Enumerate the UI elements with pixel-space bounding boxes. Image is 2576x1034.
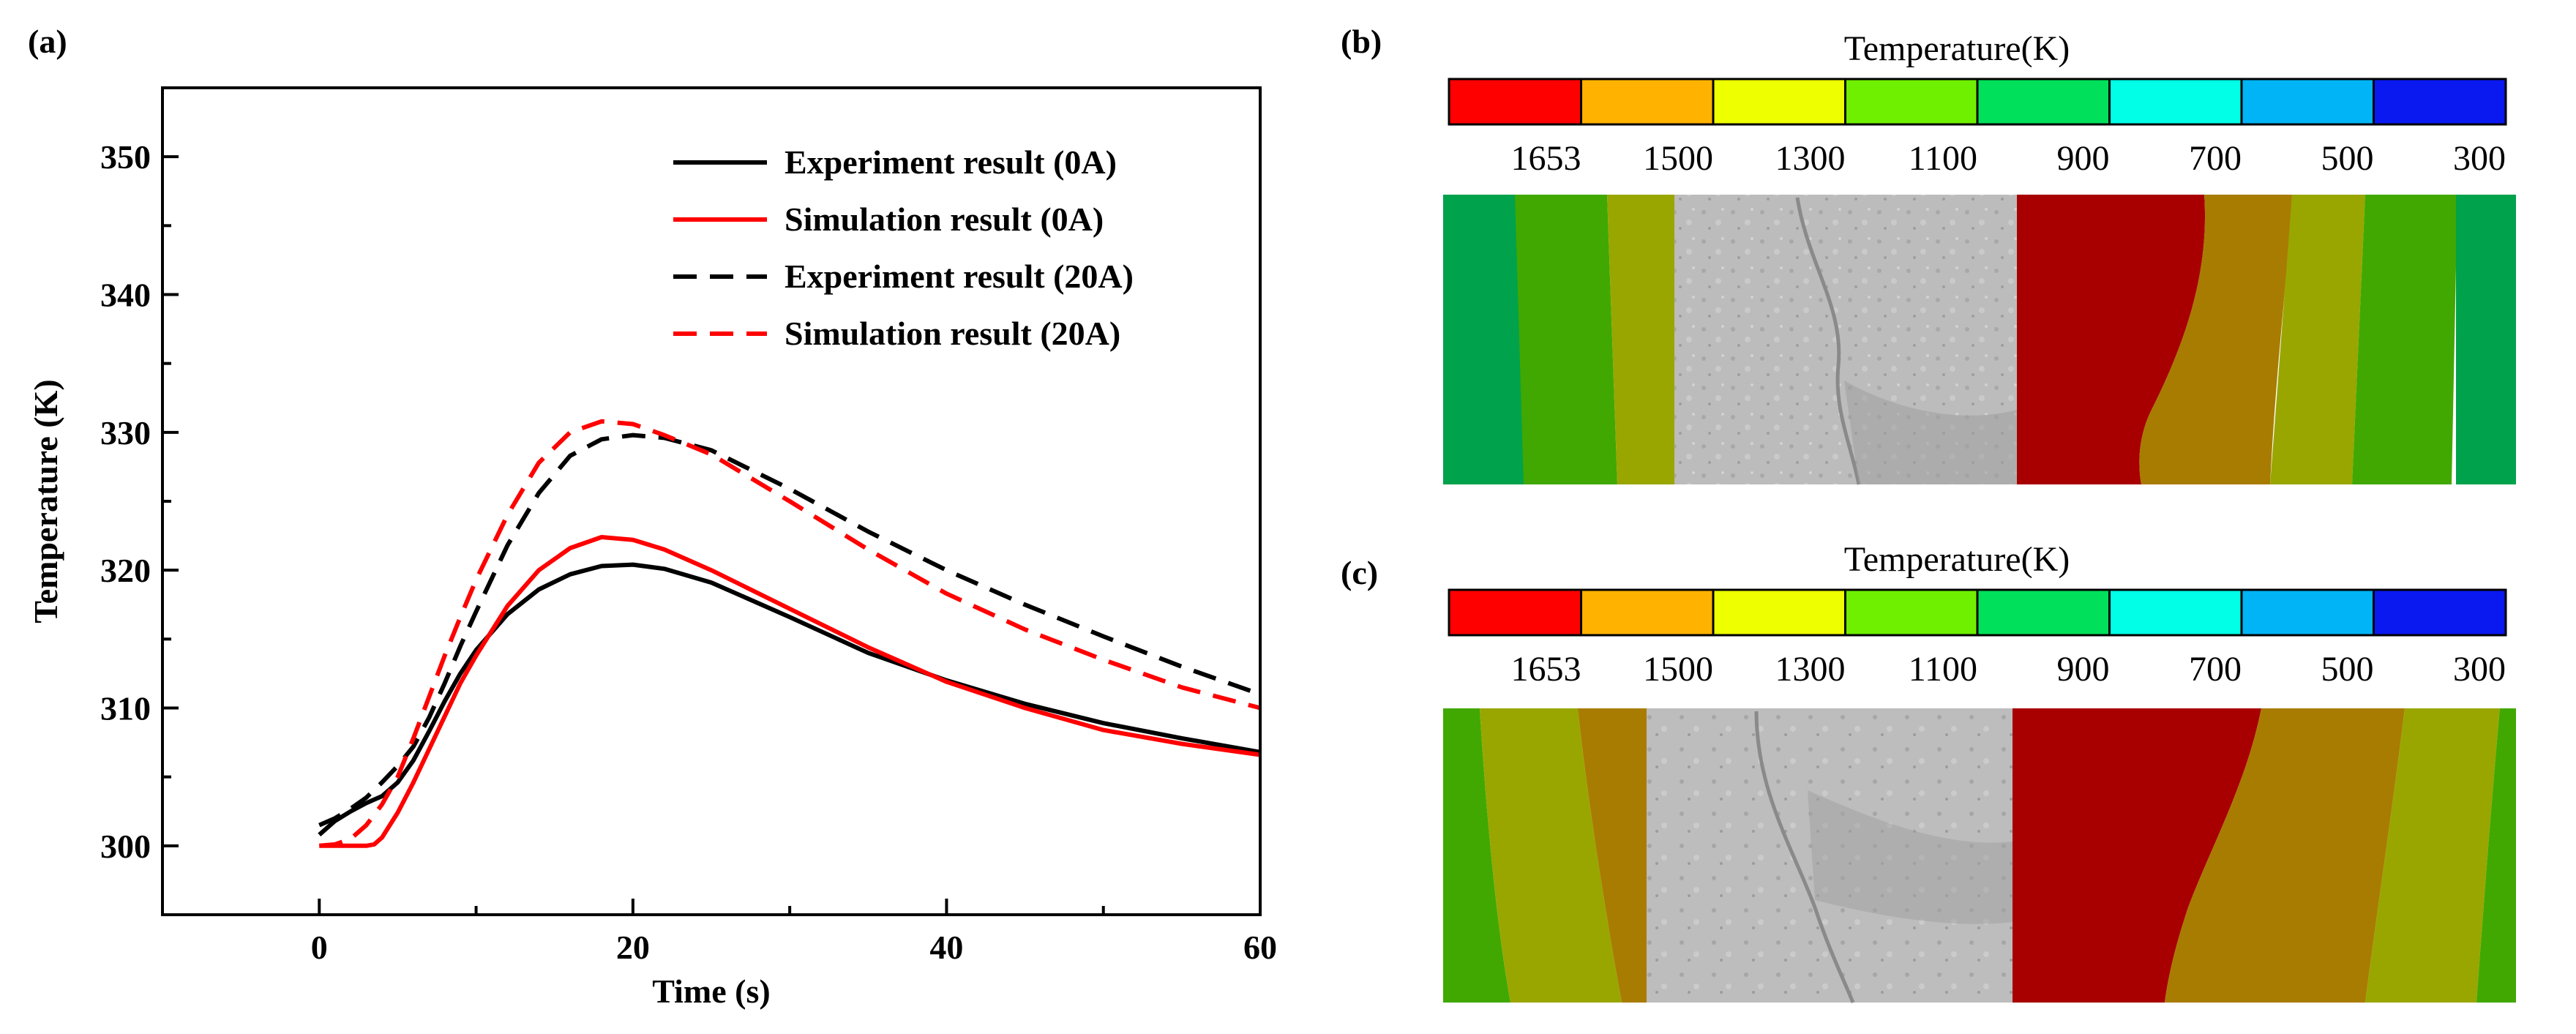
colorbar-tick-label: 300 — [2453, 650, 2506, 689]
contour-b-weld-shade — [1844, 381, 2017, 484]
x-axis-label: Time (s) — [652, 973, 770, 1010]
y-tick-label: 330 — [100, 414, 151, 452]
x-tick-label: 40 — [929, 929, 963, 966]
colorbar-segment — [1712, 588, 1846, 637]
colorbar-segment — [1448, 588, 1582, 637]
series-line-3 — [318, 432, 1261, 828]
colorbar-tick-label: 1300 — [1775, 139, 1846, 178]
contour-b-cool-zone-left — [1443, 195, 1524, 484]
colorbar-tick-label: 1100 — [1909, 139, 1977, 178]
colorbar-segment — [2373, 78, 2507, 126]
legend: Experiment result (0A) Simulation result … — [673, 143, 1134, 352]
colorbar-segment — [2373, 588, 2507, 637]
y-axis-label: Temperature (K) — [27, 379, 64, 623]
colorbar-tick-label: 500 — [2321, 139, 2374, 178]
contour-c-melt-zone — [2012, 708, 2261, 1003]
colorbar-tick-label: 900 — [2057, 650, 2110, 689]
contour-c-mid-zone-right — [2476, 708, 2516, 1003]
contour-c-mid-zone-left — [1443, 708, 1510, 1003]
series-line-1 — [318, 562, 1261, 837]
colorbar-segment — [1448, 78, 1582, 126]
colorbar-segment — [2240, 588, 2375, 637]
series-line-4 — [319, 419, 1261, 848]
contour-b-fusion-line — [1795, 197, 1861, 485]
y-tick-label: 320 — [100, 552, 151, 589]
panel-c-temperature-contour — [1443, 708, 2516, 1003]
colorbar-tick-label: 900 — [2057, 139, 2110, 178]
panel-c-label: (c) — [1341, 554, 1378, 591]
contour-c-warm-zone-left — [1480, 708, 1622, 1003]
colorbar-segment — [2240, 78, 2375, 126]
y-tick-label: 340 — [100, 277, 151, 314]
y-axis: 300 310 320 330 340 350 — [100, 138, 179, 865]
legend-entry-label: Experiment result (0A) — [785, 143, 1117, 181]
y-tick-label: 350 — [100, 138, 151, 176]
colorbar-segment — [1844, 588, 1979, 637]
x-tick-label: 20 — [616, 929, 650, 966]
colorbar-tick-label: 700 — [2189, 650, 2242, 689]
colorbar-tick-label: 1100 — [1909, 650, 1977, 689]
colorbar-segment — [2108, 588, 2243, 637]
legend-entry-label: Simulation result (0A) — [785, 201, 1104, 238]
contour-c-hot-zone-right — [2165, 708, 2405, 1003]
colorbar-segment — [1580, 588, 1715, 637]
contour-b-melt-zone — [2017, 195, 2206, 484]
panel-b-label: (b) — [1341, 23, 1382, 60]
contour-b-mid-zone-left — [1515, 195, 1617, 484]
contour-c-hot-zone-left — [1578, 708, 1647, 1003]
colorbar-tick-label: 1653 — [1511, 139, 1581, 178]
x-axis: 0 20 40 60 — [161, 899, 1277, 966]
contour-b-hot-zone — [2139, 195, 2292, 484]
colorbar-tick-label: 500 — [2321, 650, 2374, 689]
contour-b-warm-zone-left — [1607, 195, 1674, 484]
contour-c-warm-zone-right — [2365, 708, 2500, 1003]
contour-c-weld-shade — [1808, 790, 2012, 924]
colorbar-segment — [1976, 78, 2111, 126]
panel-c-colorbar-title: Temperature(K) — [1844, 540, 2070, 579]
y-tick-label: 310 — [100, 690, 151, 727]
colorbar-segment — [2108, 78, 2243, 126]
colorbar-segment — [1844, 78, 1979, 126]
y-tick-label: 300 — [100, 828, 151, 865]
panel-b-colorbar-title: Temperature(K) — [1844, 29, 2070, 68]
colorbar-segment — [1580, 78, 1715, 126]
x-tick-label: 60 — [1243, 929, 1277, 966]
temperature-line-chart: 0 20 40 60 300 310 320 330 340 350 Time (s) Temp… — [27, 86, 1277, 1010]
colorbar-tick-label: 1653 — [1511, 650, 1581, 689]
contour-b-cool-zone-right — [2456, 195, 2516, 484]
legend-entry-label: Simulation result (20A) — [785, 315, 1120, 352]
colorbar-tick-label: 300 — [2453, 139, 2506, 178]
contour-b-mid-zone-right — [2352, 195, 2457, 484]
legend-entry-label: Experiment result (20A) — [785, 258, 1134, 295]
panel-b-temperature-contour — [1443, 195, 2516, 485]
panel-a-label: (a) — [28, 23, 67, 60]
colorbar-tick-label: 1500 — [1643, 139, 1713, 178]
panel-b-colorbar: 1653 1500 1300 1100 900 700 500 300 — [1448, 78, 2507, 178]
panel-c-colorbar: 1653 1500 1300 1100 900 700 500 300 — [1448, 588, 2507, 689]
contour-b-warm-zone-right — [2270, 195, 2365, 484]
contour-c-fusion-line — [1754, 711, 1855, 1003]
colorbar-segment — [1976, 588, 2111, 637]
colorbar-tick-label: 700 — [2189, 139, 2242, 178]
colorbar-segment — [1712, 78, 1846, 126]
colorbar-tick-label: 1300 — [1775, 650, 1846, 689]
series-line-2 — [319, 535, 1261, 848]
x-tick-label: 0 — [311, 929, 328, 966]
colorbar-tick-label: 1500 — [1643, 650, 1713, 689]
